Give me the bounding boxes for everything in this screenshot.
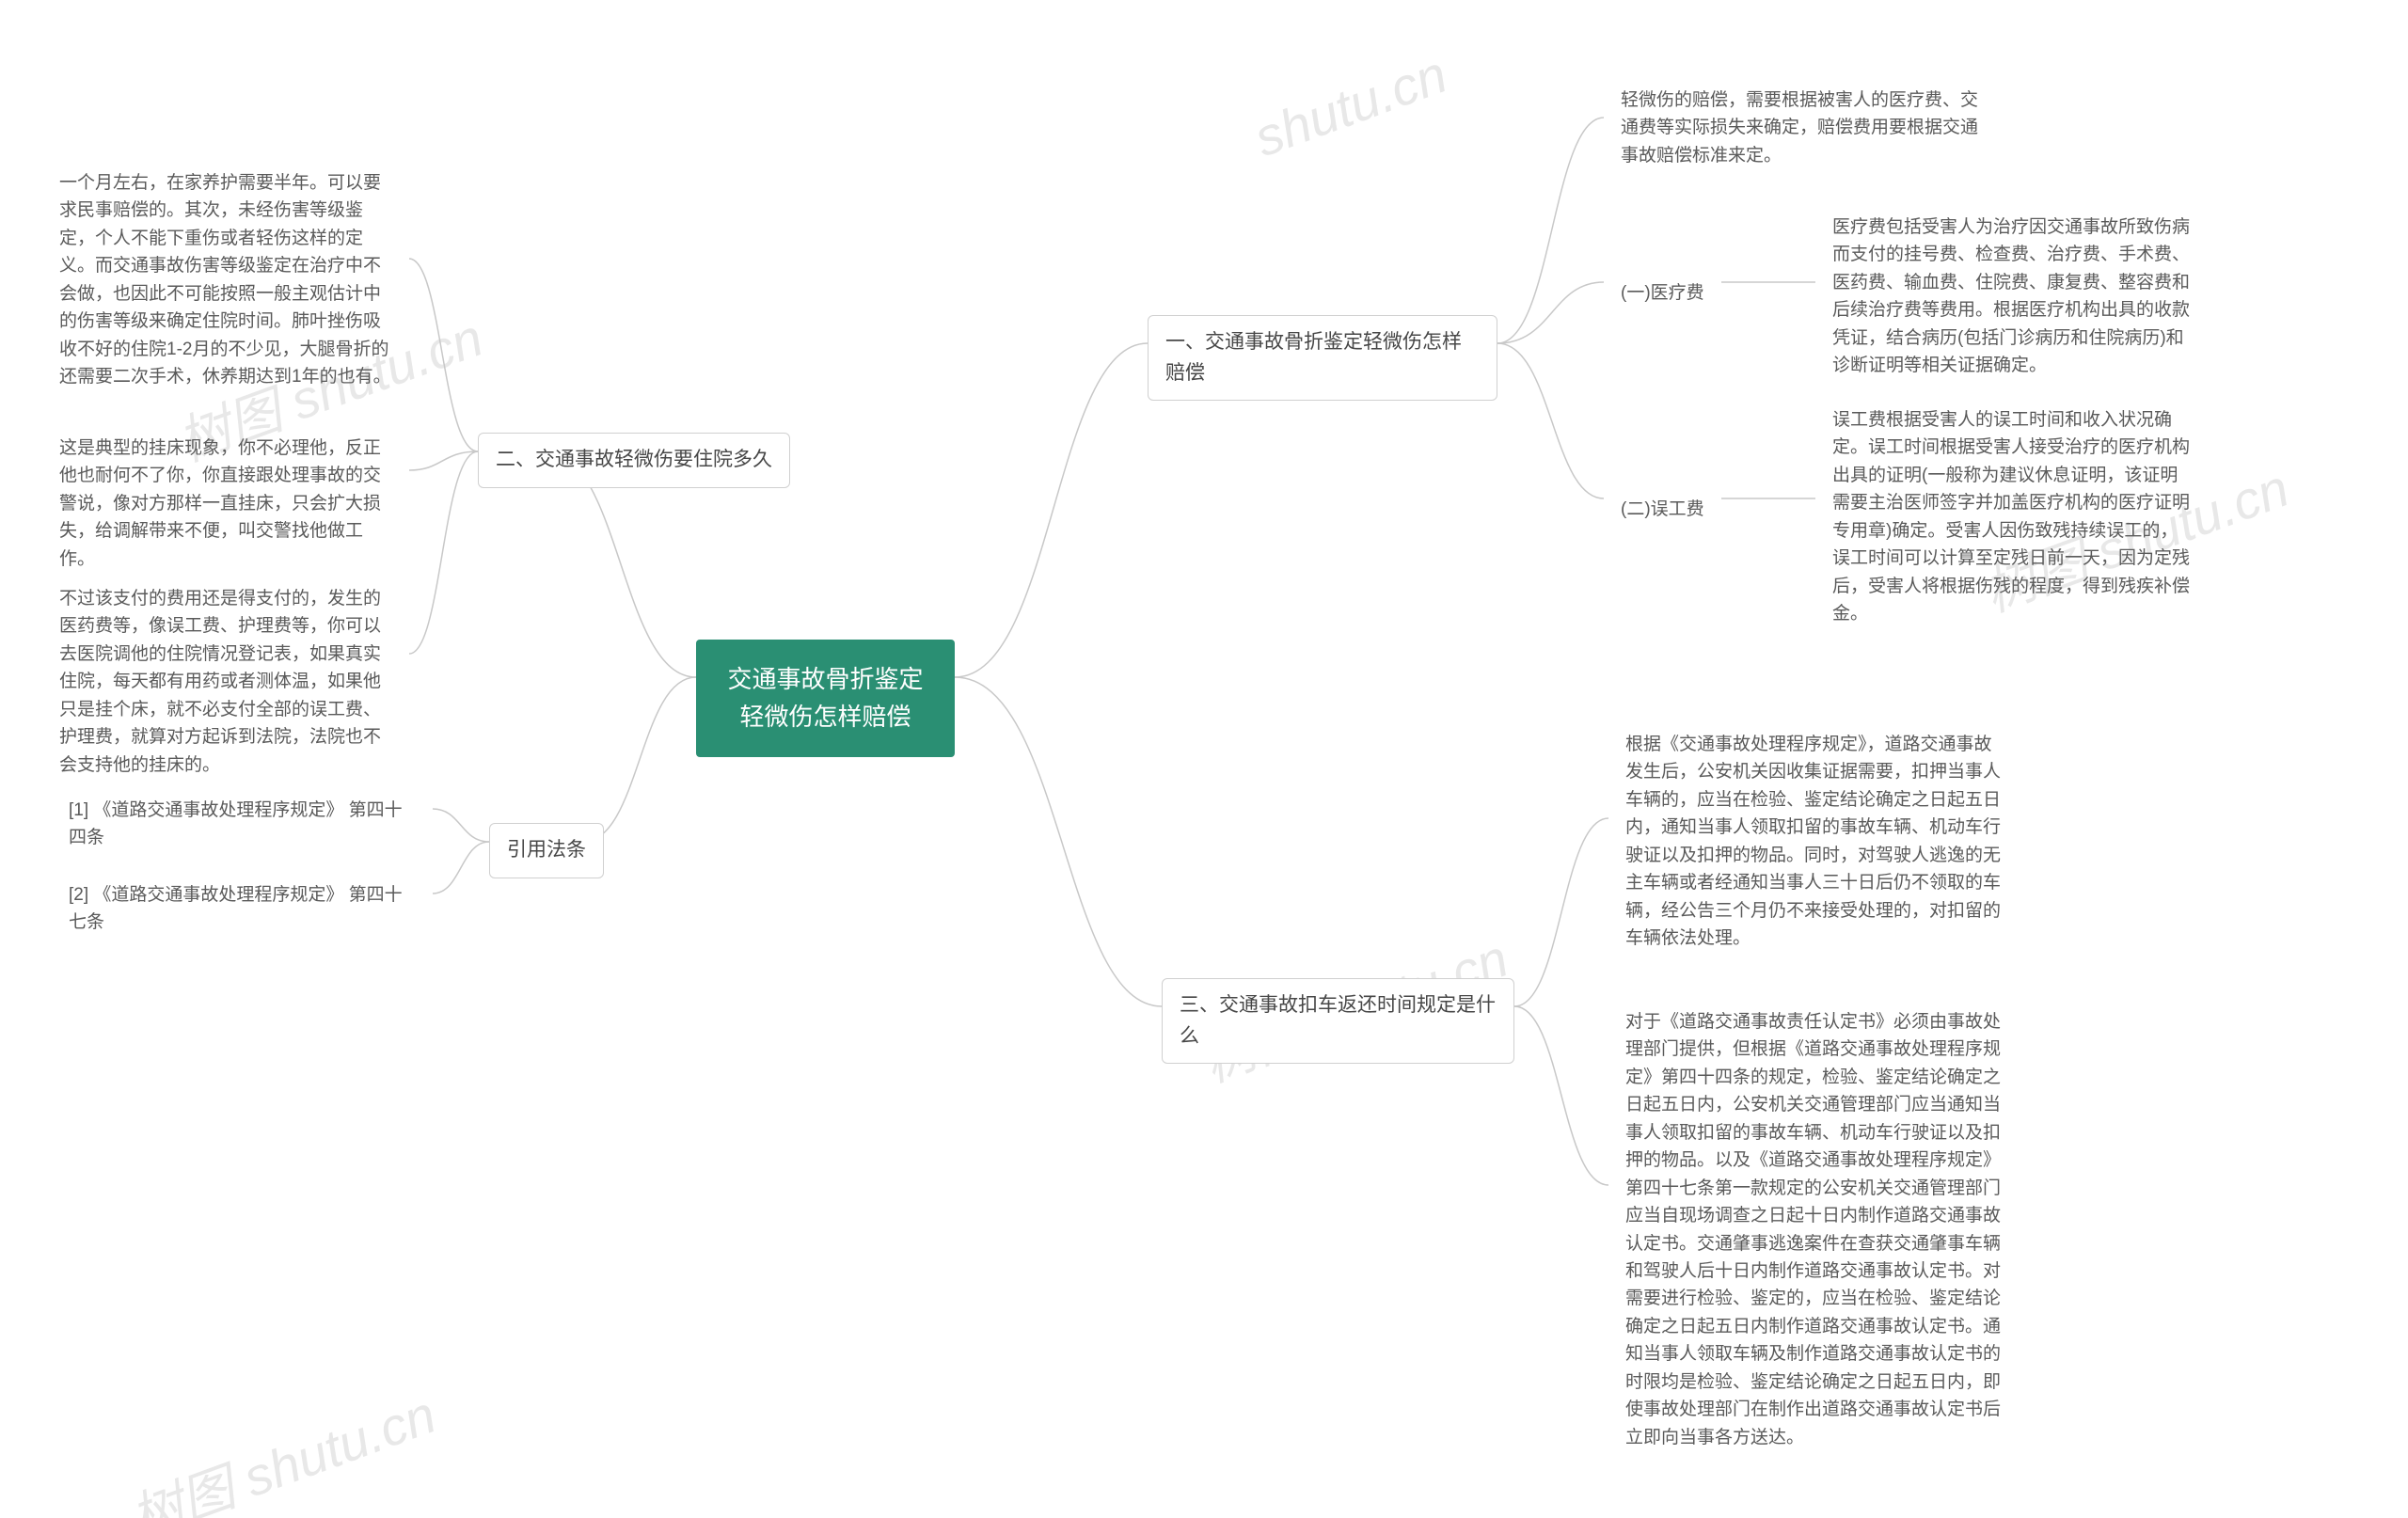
leaf-r1b-text: 医疗费包括受害人为治疗因交通事故所致伤病而支付的挂号费、检查费、治疗费、手术费、… — [1815, 202, 2210, 391]
leaf-r1b-label: (一)医疗费 — [1604, 268, 1721, 318]
branch-l1[interactable]: 二、交通事故轻微伤要住院多久 — [478, 433, 790, 488]
leaf-r2a: 根据《交通事故处理程序规定》，道路交通事故发生后，公安机关因收集证据需要，扣押当… — [1608, 719, 2022, 964]
branch-r2[interactable]: 三、交通事故扣车返还时间规定是什么 — [1162, 978, 1514, 1064]
leaf-l1b: 这是典型的挂床现象，你不必理他，反正他也耐何不了你，你直接跟处理事故的交警说，像… — [42, 423, 409, 584]
branch-l2[interactable]: 引用法条 — [489, 823, 604, 878]
leaf-l2a: [1] 《道路交通事故处理程序规定》 第四十四条 — [52, 785, 433, 863]
leaf-r1c-text: 误工费根据受害人的误工时间和收入状况确定。误工时间根据受害人接受治疗的医疗机构出… — [1815, 395, 2210, 640]
leaf-r1a: 轻微伤的赔偿，需要根据被害人的医疗费、交通费等实际损失来确定，赔偿费用要根据交通… — [1604, 75, 1999, 181]
branch-r1[interactable]: 一、交通事故骨折鉴定轻微伤怎样赔偿 — [1148, 315, 1497, 401]
leaf-r1c-label: (二)误工费 — [1604, 484, 1721, 534]
mindmap-canvas: 树图 shutu.cn shutu.cn 树图 shutu.cn 树图 shut… — [0, 0, 2408, 1518]
leaf-l1a: 一个月左右，在家养护需要半年。可以要求民事赔偿的。其次，未经伤害等级鉴定，个人不… — [42, 158, 409, 403]
leaf-l2b: [2] 《道路交通事故处理程序规定》 第四十七条 — [52, 870, 433, 948]
root-node[interactable]: 交通事故骨折鉴定轻微伤怎样赔偿 — [696, 640, 955, 757]
leaf-l1c: 不过该支付的费用还是得支付的，发生的医药费等，像误工费、护理费等，你可以去医院调… — [42, 574, 409, 790]
leaf-r2b: 对于《道路交通事故责任认定书》必须由事故处理部门提供，但根据《道路交通事故处理程… — [1608, 997, 2022, 1463]
